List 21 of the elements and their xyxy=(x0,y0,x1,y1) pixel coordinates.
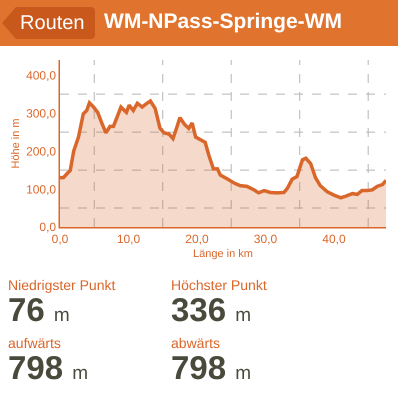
text: Niedrigster Punkt xyxy=(8,277,116,293)
y-tick-label: 100,0 xyxy=(26,182,56,196)
text: 336 m xyxy=(171,291,252,330)
y-tick-label: 300,0 xyxy=(26,106,56,120)
text: aufwärts xyxy=(8,335,62,351)
y-tick-label: 400,0 xyxy=(26,68,56,82)
y-tick-label: 0,0 xyxy=(39,220,56,234)
y-axis-title: Höhe in m xyxy=(10,118,22,169)
x-tick-label: 20,0 xyxy=(185,232,209,246)
x-axis-title: Länge in km xyxy=(193,248,253,260)
text: Höchster Punkt xyxy=(171,277,268,293)
text: Routen xyxy=(16,7,94,39)
text: 798 m xyxy=(8,349,90,388)
x-tick-label: 0,0 xyxy=(52,232,69,246)
chart-title: WM-NPass-Springe-WM xyxy=(104,10,342,34)
text: 798 m xyxy=(171,349,252,388)
y-tick-label: 200,0 xyxy=(26,144,56,158)
text: abwärts xyxy=(171,335,222,351)
x-tick-label: 30,0 xyxy=(254,232,278,246)
x-tick-label: 40,0 xyxy=(322,232,346,246)
x-tick-label: 10,0 xyxy=(116,232,140,246)
